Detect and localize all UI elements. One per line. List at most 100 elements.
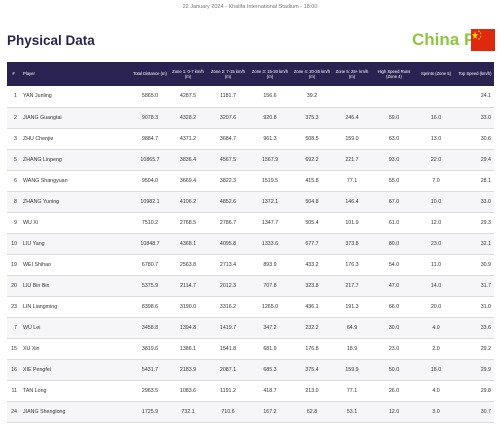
cell-high-speed-runs: 55.0 [372,170,416,192]
cell-zone3-distance: 1567.9 [248,149,292,171]
cell-zone3-distance: 418.7 [248,380,292,402]
cell-player-name: TAN Long [20,380,132,402]
cell-zone4-distance: 39.2 [292,86,332,108]
cell-zone5-distance: 77.1 [332,170,372,192]
cell-zone4-distance: 232.2 [292,317,332,339]
cell-high-speed-runs: 54.0 [372,254,416,276]
cell-zone2-distance: 2713.4 [208,254,248,276]
cell-player-number: 2 [7,107,20,129]
cell-top-speed: 24.1 [456,86,494,108]
cell-high-speed-runs: 80.0 [372,233,416,255]
cell-zone3-distance: 707.8 [248,275,292,297]
cell-top-speed: 31.0 [456,296,494,318]
cell-sprints: 4.0 [416,380,456,402]
cell-zone5-distance: 146.4 [332,191,372,213]
table-row: 20 LIU Bin Bin 5375.9 2114.7 2012.3 707.8 323.… [7,275,494,297]
cell-sprints: 13.0 [416,128,456,150]
cell-sprints: 14.0 [416,275,456,297]
cell-zone1-distance: 2183.9 [168,359,208,381]
cell-zone5-distance: 77.1 [332,380,372,402]
table-row: 9 WU Xi 7510.2 2768.5 2786.7 1347.7 505.4 101.9… [7,212,494,234]
cell-zone2-distance: 2087.1 [208,359,248,381]
cell-zone4-distance: 677.7 [292,233,332,255]
cell-top-speed: 29.2 [456,338,494,360]
cell-zone3-distance: 681.9 [248,338,292,360]
cell-zone2-distance: 1181.7 [208,86,248,108]
cell-total-distance: 9504.0 [132,170,168,192]
cell-zone1-distance: 732.1 [168,401,208,423]
cell-sprints: 7.0 [416,170,456,192]
cell-sprints: 20.0 [416,296,456,318]
cell-total-distance: 10982.1 [132,191,168,213]
col-header-top-speed: Top Speed (km/h) [456,62,494,86]
cell-player-number: 9 [7,212,20,234]
cell-top-speed: 31.7 [456,275,494,297]
cell-zone2-distance: 3822.3 [208,170,248,192]
cell-high-speed-runs: 23.0 [372,338,416,360]
cell-zone5-distance: 101.9 [332,212,372,234]
cell-player-number: 19 [7,254,20,276]
cell-zone3-distance: 1519.5 [248,170,292,192]
table-row: 11 TAN Long 2963.5 1083.6 1191.2 418.7 213.0 77… [7,380,494,402]
cell-zone4-distance: 692.2 [292,149,332,171]
cell-zone2-distance: 1191.2 [208,380,248,402]
cell-top-speed: 33.0 [456,191,494,213]
cell-zone5-distance: 221.7 [332,149,372,171]
cell-zone3-distance: 167.2 [248,401,292,423]
table-row: 1 YAN Junling 5865.0 4287.5 1181.7 156.6 39.2 2… [7,86,494,108]
cell-zone1-distance: 1394.8 [168,317,208,339]
cell-zone2-distance: 3207.6 [208,107,248,129]
cell-top-speed: 29.8 [456,380,494,402]
cell-total-distance: 10865.7 [132,149,168,171]
china-flag-icon [471,29,495,51]
cell-total-distance: 3819.6 [132,338,168,360]
cell-zone2-distance: 4852.6 [208,191,248,213]
cell-top-speed: 33.0 [456,107,494,129]
cell-high-speed-runs: 63.0 [372,128,416,150]
cell-zone4-distance: 415.8 [292,170,332,192]
cell-total-distance: 9884.7 [132,128,168,150]
cell-high-speed-runs: 59.0 [372,107,416,129]
cell-zone2-distance: 2012.3 [208,275,248,297]
cell-sprints: 4.0 [416,317,456,339]
cell-player-name: XIE Pengfei [20,359,132,381]
cell-player-name: YAN Junling [20,86,132,108]
cell-zone5-distance: 246.4 [332,107,372,129]
cell-zone1-distance: 3190.0 [168,296,208,318]
cell-player-number: 24 [7,401,20,423]
cell-high-speed-runs: 26.0 [372,380,416,402]
cell-zone4-distance: 504.8 [292,191,332,213]
cell-total-distance: 7510.2 [132,212,168,234]
cell-zone2-distance: 1419.7 [208,317,248,339]
cell-sprints: 10.0 [416,191,456,213]
cell-player-name: JIANG Guangtai [20,107,132,129]
table-row: 6 WANG Shangyuan 9504.0 3669.4 3822.3 1519.5 4… [7,170,494,192]
cell-sprints [416,86,456,108]
cell-zone5-distance: 159.9 [332,359,372,381]
col-header-zone2: Zone 2: 7-15 km/h (m) [208,62,248,86]
table-row: 2 JIANG Guangtai 9078.3 4328.2 3207.6 920.8 37… [7,107,494,129]
table-row: 8 ZHANG Yuning 10982.1 4106.2 4852.6 1372.1 50… [7,191,494,213]
cell-total-distance: 2963.5 [132,380,168,402]
cell-zone2-distance: 3684.7 [208,128,248,150]
cell-zone3-distance: 893.9 [248,254,292,276]
cell-player-number: 23 [7,296,20,318]
col-header-zone3: Zone 3: 15-20 km/h (m) [248,62,292,86]
cell-total-distance: 8398.6 [132,296,168,318]
table-row: 7 WU Lei 3458.8 1394.8 1419.7 347.2 232.2 64.9 3… [7,317,494,339]
cell-zone4-distance: 176.8 [292,338,332,360]
cell-player-number: 8 [7,191,20,213]
cell-zone4-distance: 213.0 [292,380,332,402]
cell-player-number: 11 [7,380,20,402]
cell-player-name: WANG Shangyuan [20,170,132,192]
cell-high-speed-runs [372,86,416,108]
col-header-number: # [7,62,20,86]
cell-zone5-distance [332,86,372,108]
table-row: 24 JIANG Shenglong 1725.9 732.1 710.6 167.2 62… [7,401,494,423]
cell-high-speed-runs: 47.0 [372,275,416,297]
cell-zone5-distance: 191.3 [332,296,372,318]
cell-zone3-distance: 156.6 [248,86,292,108]
cell-total-distance: 9078.3 [132,107,168,129]
cell-zone3-distance: 1265.0 [248,296,292,318]
cell-player-number: 6 [7,170,20,192]
